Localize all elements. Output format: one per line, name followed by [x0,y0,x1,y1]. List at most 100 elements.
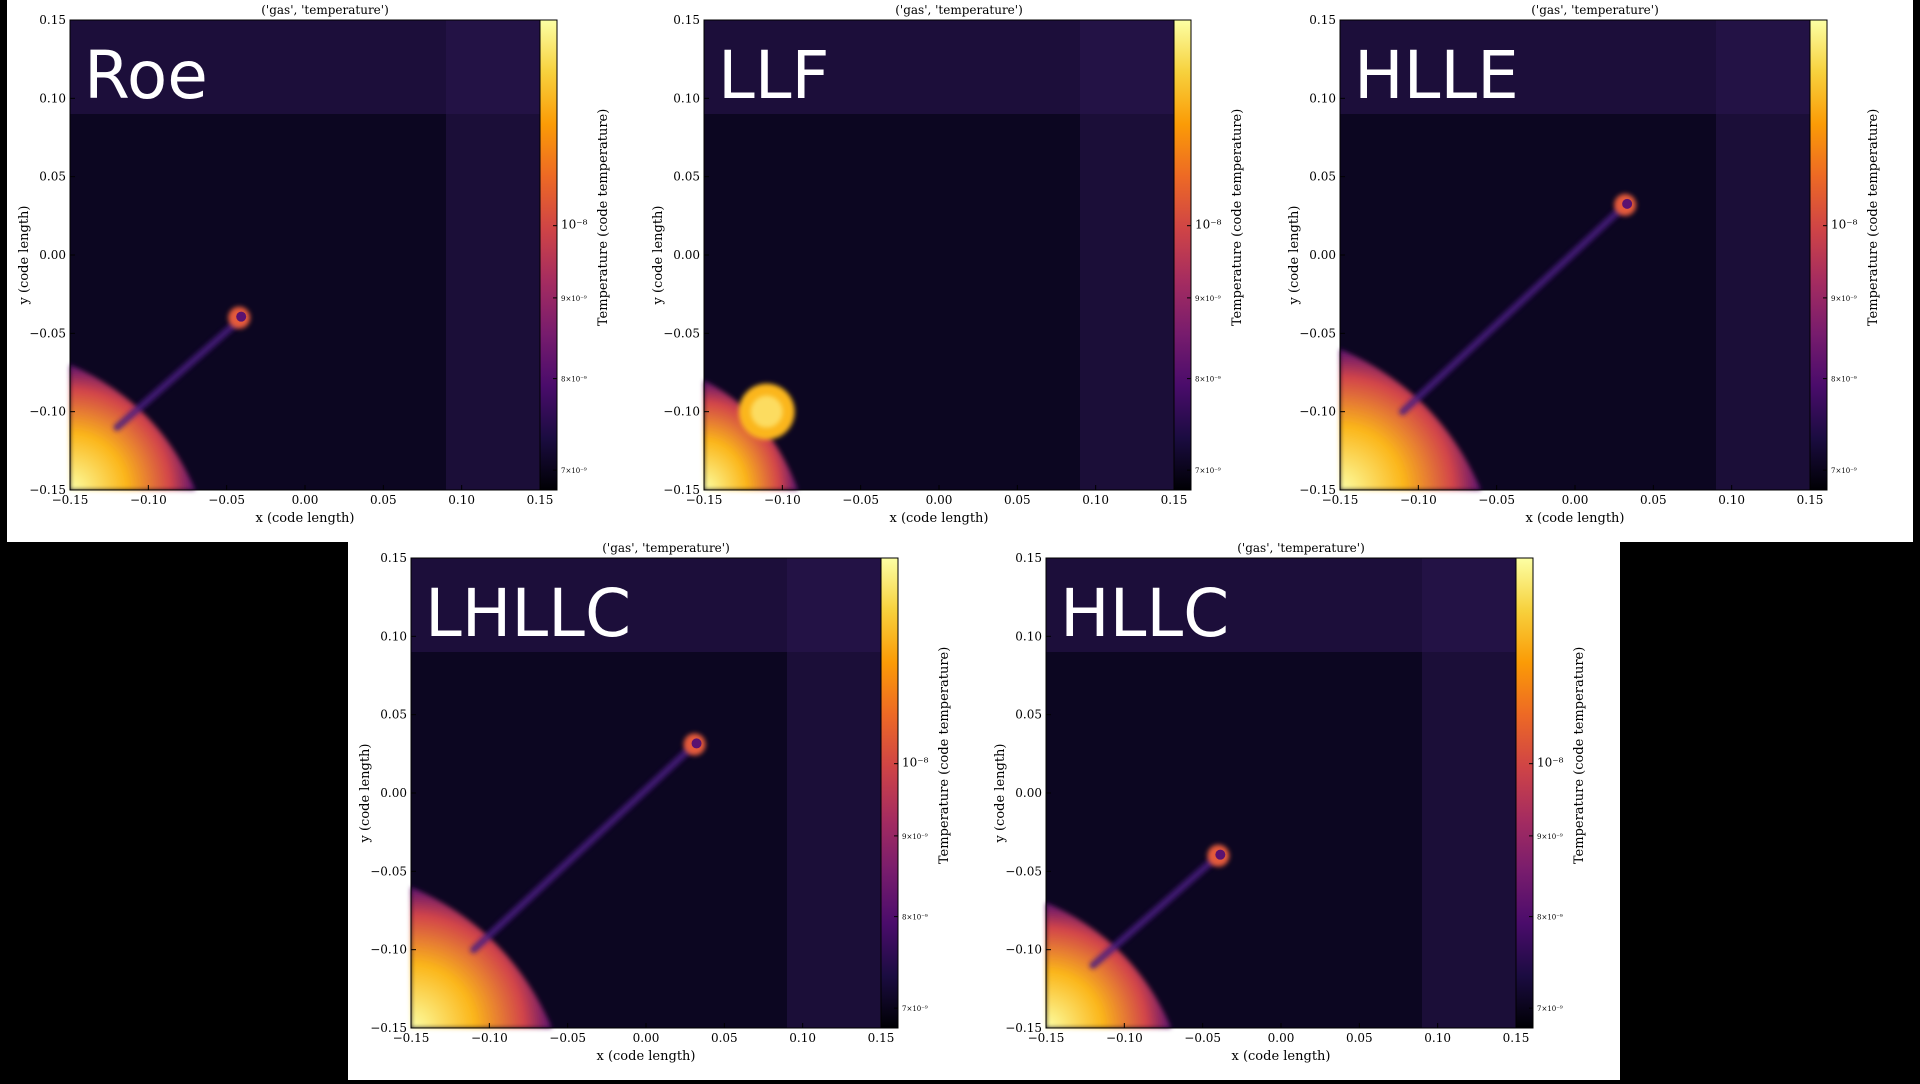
y-axis-label: y (code length) [993,743,1008,843]
y-tick-label: −0.15 [1005,1021,1042,1035]
y-tick-label: −0.10 [1005,943,1042,957]
x-tick-label: −0.05 [842,493,879,507]
hot-corner-region [411,887,552,1028]
x-tick-label: 0.05 [1004,493,1031,507]
colorbar-tick-label: 9×10⁻⁹ [1195,295,1221,303]
colorbar-label: Temperature (code temperature) [596,109,611,326]
colorbar-tick-label: 8×10⁻⁹ [1537,914,1563,922]
y-tick-label: 0.15 [673,13,700,27]
x-tick-label: 0.15 [1503,1031,1530,1045]
y-tick-label: −0.10 [663,405,700,419]
colorbar-tick-label: 10⁻⁸ [561,218,588,232]
x-tick-label: 0.10 [1718,493,1745,507]
x-tick-label: 0.15 [868,1031,895,1045]
x-tick-label: −0.05 [1478,493,1515,507]
jet-streak [1399,204,1626,416]
x-tick-label: 0.00 [633,1031,660,1045]
y-tick-label: −0.10 [370,943,407,957]
colorbar-tick-label: 9×10⁻⁹ [1537,833,1563,841]
x-tick-label: 0.00 [1562,493,1589,507]
y-tick-label: 0.10 [673,91,700,105]
shock-band-right [1080,20,1174,490]
y-tick-label: 0.10 [39,91,66,105]
solver-label: LLF [718,37,830,114]
y-axis-label: y (code length) [358,743,373,843]
hot-corner-region [704,380,798,490]
colorbar-tick-label: 10⁻⁸ [902,756,929,770]
colorbar [880,557,899,1029]
colorbar-tick-label: 7×10⁻⁹ [1537,1005,1563,1013]
y-tick-label: 0.05 [1015,708,1042,722]
heatmap-panel-hlle: HLLE ('gas', 'temperature') −0.15 −0.10 −0.0… [1270,0,1881,546]
colorbar-tick-label: 8×10⁻⁹ [902,914,928,922]
y-tick-label: 0.05 [1309,170,1336,184]
y-tick-label: −0.05 [1299,326,1336,340]
y-tick-label: 0.00 [39,248,66,262]
colorbar-label: Temperature (code temperature) [1572,647,1587,864]
jet-streak [1089,852,1222,969]
x-axis-label: x (code length) [889,511,988,526]
colorbar-tick-label: 10⁻⁸ [1537,756,1564,770]
x-tick-label: −0.10 [471,1031,508,1045]
colorbar-label: Temperature (code temperature) [937,647,952,864]
x-tick-label: 0.15 [1797,493,1824,507]
shock-band-right [1422,558,1516,1028]
heatmap-panel-hllc: HLLC ('gas', 'temperature') −0.15 −0.10 −0.0… [976,538,1587,1084]
plume-head-core [691,738,702,749]
y-tick-label: 0.00 [1309,248,1336,262]
x-tick-label: 0.05 [711,1031,738,1045]
y-tick-label: −0.15 [29,483,66,497]
colorbar-tick-label: 8×10⁻⁹ [561,376,587,384]
solver-label: HLLE [1354,37,1519,114]
y-tick-label: −0.10 [29,405,66,419]
hot-corner-region [1046,902,1172,1028]
heatmap-svg: Roe ('gas', 'temperature') −0.15 −0.10 −0.05… [17,3,611,526]
x-tick-label: −0.15 [393,1031,430,1045]
heatmap-svg: HLLC ('gas', 'temperature') −0.15 −0.10 −0.0… [993,541,1587,1064]
y-tick-label: 0.15 [380,551,407,565]
shock-band-right [1716,20,1810,490]
plume-head-core [236,311,247,322]
x-axis-label: x (code length) [1231,1049,1330,1064]
colorbar [1809,19,1828,491]
colorbar-tick-label: 7×10⁻⁹ [1831,467,1857,475]
y-tick-label: 0.00 [380,786,407,800]
x-axis-label: x (code length) [255,511,354,526]
heatmap-svg: HLLE ('gas', 'temperature') −0.15 −0.10 −0.0… [1287,3,1881,526]
x-tick-label: −0.15 [1322,493,1359,507]
x-tick-label: −0.05 [1184,1031,1221,1045]
colorbar-label: Temperature (code temperature) [1866,109,1881,326]
x-tick-label: 0.10 [1424,1031,1451,1045]
colorbar-tick-label: 10⁻⁸ [1195,218,1222,232]
y-tick-label: 0.10 [1015,629,1042,643]
x-tick-label: −0.15 [686,493,723,507]
y-tick-label: −0.10 [1299,405,1336,419]
plot-title: ('gas', 'temperature') [261,3,389,17]
colorbar-tick-label: 7×10⁻⁹ [1195,467,1221,475]
x-tick-label: 0.10 [448,493,475,507]
heatmap-svg: LLF ('gas', 'temperature') −0.15 −0.10 −0.05… [651,3,1245,526]
x-tick-label: 0.05 [370,493,397,507]
x-tick-label: −0.05 [208,493,245,507]
heatmap-panel-llf: LLF ('gas', 'temperature') −0.15 −0.10 −0.05… [634,0,1245,546]
y-tick-label: 0.00 [673,248,700,262]
y-axis-label: y (code length) [1287,205,1302,305]
y-tick-label: −0.15 [370,1021,407,1035]
plot-title: ('gas', 'temperature') [1531,3,1659,17]
x-axis-label: x (code length) [596,1049,695,1064]
x-axis-label: x (code length) [1525,511,1624,526]
y-tick-label: 0.05 [39,170,66,184]
colorbar-tick-label: 9×10⁻⁹ [1831,295,1857,303]
shock-band-right [446,20,540,490]
x-tick-label: 0.00 [926,493,953,507]
x-tick-label: 0.15 [527,493,554,507]
x-tick-label: −0.10 [1400,493,1437,507]
y-tick-label: 0.15 [39,13,66,27]
colorbar-tick-label: 7×10⁻⁹ [561,467,587,475]
x-tick-label: −0.15 [1028,1031,1065,1045]
colorbar-tick-label: 7×10⁻⁹ [902,1005,928,1013]
plot-title: ('gas', 'temperature') [1237,541,1365,555]
shock-band-right [787,558,881,1028]
y-axis-label: y (code length) [651,205,666,305]
solver-label: Roe [84,37,208,114]
